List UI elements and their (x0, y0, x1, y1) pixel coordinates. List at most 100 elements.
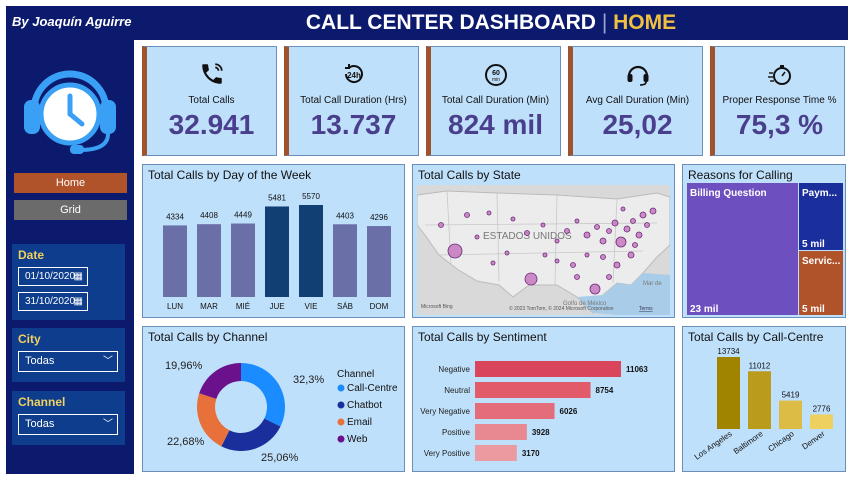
slice-percent-label: 25,06% (261, 452, 299, 464)
bar-value-label: 4403 (336, 211, 354, 220)
map-terms-link[interactable]: Terms (639, 306, 653, 312)
day-bar[interactable] (163, 225, 187, 297)
donut-slice[interactable] (221, 418, 281, 451)
reasons-treemap[interactable]: Billing Question 23 mil Paym... 5 mil Servic… (683, 165, 845, 317)
donut-slice[interactable] (241, 363, 285, 427)
legend-marker (337, 401, 345, 409)
home-button[interactable]: Home (14, 173, 127, 193)
city-filter-label: City (18, 332, 41, 346)
map-bubbles[interactable] (438, 206, 657, 295)
kpi-card-total-duration-hrs[interactable]: 24h Total Call Duration (Hrs) 13.737 (284, 46, 419, 156)
kpi-card-total-calls[interactable]: Total Calls 32.941 (142, 46, 277, 156)
phone-icon (201, 63, 223, 84)
kpi-card-total-duration-min[interactable]: 60 min Total Call Duration (Min) 824 mil (426, 46, 561, 156)
day-tick-label: JUE (269, 302, 284, 311)
bing-logo: Microsoft Bing (421, 304, 453, 310)
calendar-icon[interactable]: ▦ (73, 296, 83, 307)
bar-value-label: 4408 (200, 211, 218, 220)
kpi-card-proper-response[interactable]: Proper Response Time % 75,3 % (710, 46, 845, 156)
call-centre-bar[interactable] (779, 400, 802, 429)
grid-button[interactable]: Grid (14, 200, 127, 220)
call-centre-bar[interactable] (717, 357, 740, 429)
day-tick-label: MAR (200, 302, 218, 311)
panel-title: Total Calls by Sentiment (418, 330, 547, 344)
page-header: CALL CENTER DASHBOARD | HOME (134, 6, 848, 40)
day-tick-label: SÁB (337, 302, 353, 311)
author-label: By Joaquín Aguirre (12, 14, 132, 29)
day-of-week-chart: 4334 LUN 4408 MAR 4449 MIÉ 5481 JUE 5570 VIE 4403 S… (163, 192, 391, 311)
panel-state-map: Total Calls by State ESTADOS UNIDOS Golf… (412, 164, 675, 318)
city-dropdown-value: Todas (25, 355, 55, 367)
sentiment-value-label: 3170 (522, 449, 540, 458)
calendar-icon[interactable]: ▦ (73, 271, 83, 282)
bar-value-label: 5481 (268, 193, 286, 202)
sentiment-tick-label: Neutral (444, 386, 470, 395)
sentiment-bar[interactable] (475, 445, 517, 461)
sentiment-value-label: 3928 (532, 428, 550, 437)
donut-slice[interactable] (199, 363, 241, 399)
treemap-tile-label: Paym... (802, 188, 837, 199)
call-centre-tick-label: Los Angeles (693, 429, 734, 461)
legend-title: Channel (337, 369, 374, 380)
kpi-value: 25,02 (602, 109, 673, 140)
treemap-tile[interactable] (799, 183, 843, 250)
city-filter: City Todas ﹀ (12, 328, 125, 382)
svg-text:min: min (491, 77, 499, 83)
sentiment-bar[interactable] (475, 424, 527, 440)
call-centre-tick-label: Baltimore (732, 429, 765, 456)
legend-label: Call-Centre (347, 383, 398, 394)
bar-value-label: 5570 (302, 192, 320, 201)
us-state-map[interactable]: ESTADOS UNIDOS Golfo de México Mar de Mi… (417, 185, 670, 315)
slice-percent-label: 32,3% (293, 374, 324, 386)
panel-title: Total Calls by State (418, 168, 521, 182)
bar-value-label: 13734 (717, 347, 740, 356)
sentiment-bar[interactable] (475, 361, 621, 377)
call-centre-tick-label: Chicago (766, 429, 796, 454)
treemap-tile[interactable] (799, 251, 843, 315)
treemap-tile-value: 23 mil (690, 304, 719, 315)
day-tick-label: DOM (370, 302, 389, 311)
day-bar[interactable] (265, 206, 289, 297)
24h-clock-icon: 24h (344, 64, 363, 83)
bar-value-label: 11012 (749, 361, 771, 370)
panel-title: Total Calls by Day of the Week (148, 168, 312, 182)
bar-value-label: 2776 (813, 404, 831, 413)
call-centre-bar[interactable] (748, 371, 771, 429)
city-dropdown[interactable]: Todas ﹀ (18, 351, 118, 372)
call-centre-tick-label: Denver (800, 429, 827, 451)
treemap-tile[interactable] (687, 183, 798, 315)
date-to-value: 31/10/2020 (25, 296, 76, 307)
channel-dropdown[interactable]: Todas ﹀ (18, 414, 118, 435)
kpi-card-avg-duration[interactable]: Avg Call Duration (Min) 25,02 (568, 46, 703, 156)
day-tick-label: MIÉ (236, 302, 250, 311)
date-filter: Date 01/10/2020 ▦ 31/10/2020 ▦ (12, 244, 125, 320)
sentiment-bar[interactable] (475, 403, 555, 419)
headset-clock-logo-icon (24, 70, 116, 154)
page-subtitle: HOME (613, 11, 677, 34)
map-country-label: ESTADOS UNIDOS (483, 231, 572, 242)
day-bar[interactable] (299, 205, 323, 297)
sentiment-value-label: 8754 (596, 386, 614, 395)
kpi-label: Proper Response Time % (722, 95, 837, 106)
date-to-input[interactable]: 31/10/2020 ▦ (18, 292, 88, 311)
slice-percent-label: 22,68% (167, 436, 205, 448)
call-centre-bar[interactable] (810, 414, 833, 429)
treemap-tile-label: Billing Question (690, 188, 767, 199)
panel-day-of-week: Total Calls by Day of the Week 4334 LUN 44… (142, 164, 405, 318)
panel-title: Reasons for Calling (688, 168, 793, 182)
page-title: CALL CENTER DASHBOARD (305, 11, 596, 34)
svg-text:24h: 24h (347, 71, 361, 80)
kpi-value: 13.737 (310, 109, 397, 140)
donut-slice[interactable] (197, 393, 230, 447)
day-bar[interactable] (367, 226, 391, 297)
legend-marker (337, 418, 345, 426)
sentiment-bar[interactable] (475, 382, 591, 398)
day-tick-label: VIE (305, 302, 318, 311)
day-bar[interactable] (231, 223, 255, 297)
day-bar[interactable] (333, 224, 357, 297)
kpi-label: Total Calls (188, 95, 235, 106)
day-bar[interactable] (197, 224, 221, 297)
date-from-input[interactable]: 01/10/2020 ▦ (18, 267, 88, 286)
date-from-value: 01/10/2020 (25, 271, 76, 282)
day-tick-label: LUN (167, 302, 183, 311)
